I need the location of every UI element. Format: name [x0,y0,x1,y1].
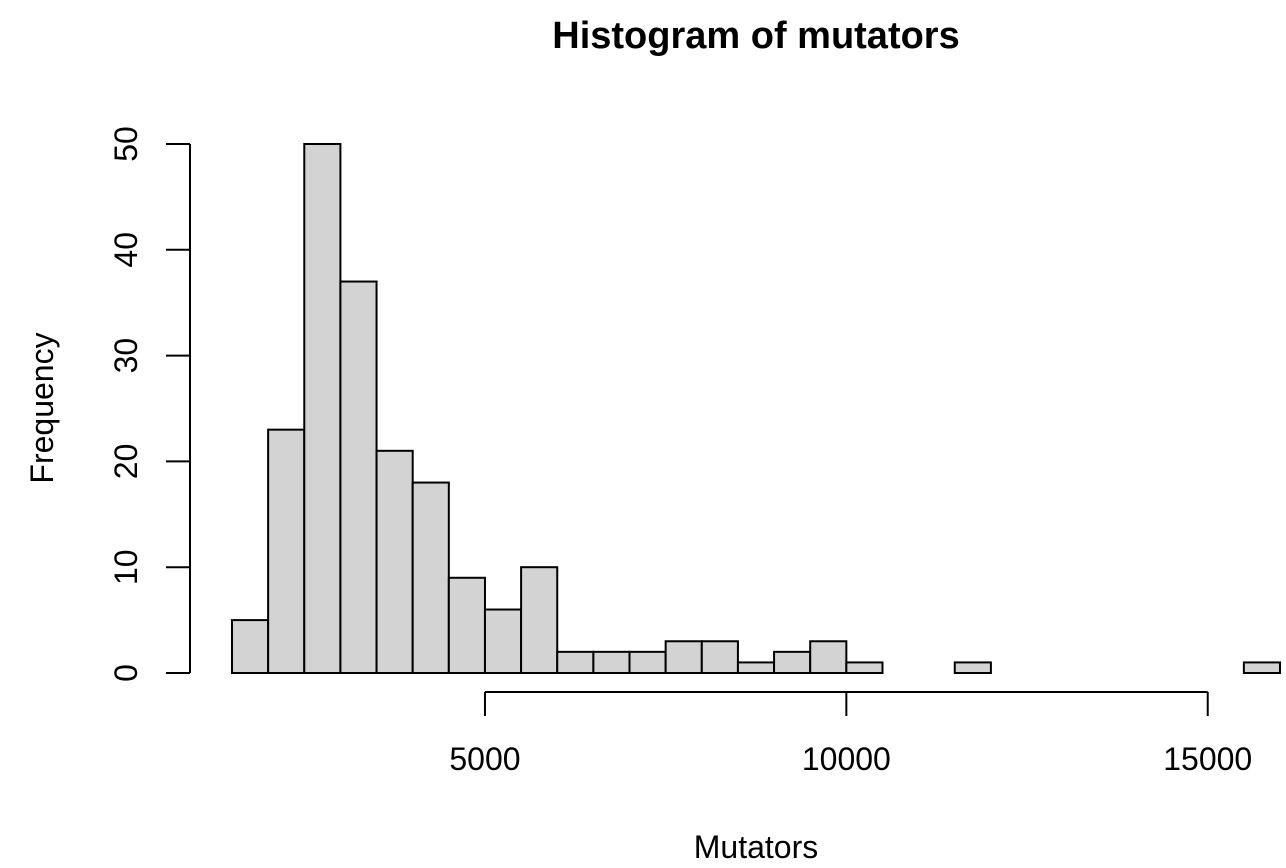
histogram-bar-20 [953,661,992,674]
x-tick-label-0: 5000 [449,741,520,777]
histogram-bar-9 [556,650,595,675]
histogram-bar-6 [447,576,486,675]
histogram-bar-11 [628,650,667,675]
histogram-bar-0 [231,619,270,674]
histogram-bar-5 [411,481,450,674]
histogram-bar-10 [592,650,631,675]
histogram-bar-12 [664,640,703,675]
x-tick-label-1: 10000 [802,741,891,777]
y-tick-label-0: 0 [108,664,144,682]
histogram-bar-1 [267,428,306,674]
histogram-bar-2 [303,143,342,674]
x-tick-label-2: 15000 [1163,741,1252,777]
histogram-bar-15 [773,650,812,675]
histogram-bar-28 [1242,661,1281,674]
histogram-bar-7 [483,608,523,675]
histogram-bar-14 [736,661,776,674]
histogram-bar-17 [845,661,884,674]
y-tick-label-1: 10 [108,549,144,585]
y-tick-label-2: 20 [108,444,144,480]
histogram-bar-8 [520,566,559,675]
y-tick-label-4: 40 [108,232,144,268]
y-axis: 0 10 20 30 40 50 [108,126,191,682]
histogram-bar-16 [809,640,848,675]
histogram-bar-4 [375,449,414,674]
histogram-bar-13 [700,640,739,675]
y-tick-label-3: 30 [108,338,144,374]
y-tick-label-5: 50 [108,126,144,162]
x-axis: 5000 10000 15000 [449,691,1252,777]
histogram-bar-3 [339,280,378,674]
bars-group [231,143,1281,675]
x-axis-label: Mutators [694,829,818,865]
y-axis-label: Frequency [24,332,60,483]
chart-title: Histogram of mutators [552,15,959,57]
